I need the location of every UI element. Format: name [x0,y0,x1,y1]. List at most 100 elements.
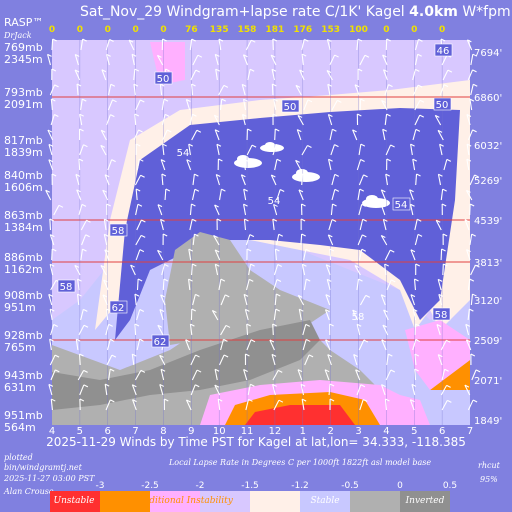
wind-barb-flag [354,84,360,88]
wind-barb-flag [470,353,476,357]
wind-barb [104,249,110,261]
wind-barb [211,310,219,321]
wind-barb [159,384,164,396]
wind-barb-flag [104,249,110,253]
wind-barb-flag [47,53,52,57]
rh-contour-labels: 46 50 50 50 54 54 54 58 58 58 58 62 62 [57,43,453,348]
wind-barb-flag [106,203,111,207]
wind-barb [76,189,82,201]
wind-barb-flag [195,354,200,358]
wind-barb-flag [297,129,302,133]
wind-barb-flag [360,159,365,162]
wind-barb-flag [278,399,284,403]
wind-barb-flag [271,353,277,357]
wind-barb-flag [218,158,223,162]
wind-barb-flag [334,54,339,58]
wind-barb [78,204,83,216]
wind-barb-flag [223,354,229,358]
wind-barb-flag [215,53,220,57]
wind-barb [47,129,54,141]
wind-barb-flag [85,234,90,238]
wind-barb-flag [130,264,135,268]
wind-barb [246,323,249,336]
wind-barb [272,384,276,396]
wind-barb-flag [132,353,137,357]
wind-barb-flag [157,324,163,328]
wind-barb [130,264,136,276]
wind-barb-flag [334,173,340,177]
wind-barb-flag [358,278,363,282]
wind-barb-flag [362,234,367,238]
wind-barb-flag [132,384,137,388]
wind-barb [131,354,135,366]
level-m-label: 765m [4,341,36,354]
wind-barb [358,144,362,156]
wind-barb-flag [466,249,471,253]
wind-barb-flag [164,398,169,402]
wind-barb-flag [327,83,333,87]
rh-label-box [109,300,128,314]
wind-barb-flag [327,38,332,42]
wind-barb [134,113,137,126]
wind-barb-flag [443,263,448,267]
wind-barb-flag [417,84,423,88]
wind-barb [301,54,304,66]
wind-barb [352,129,358,141]
wind-barb-flag [49,308,55,312]
rhcut-label: rhcut [478,461,501,470]
wind-barb [276,189,281,201]
wind-barb-flag [249,234,255,238]
wind-barb-flag [466,189,471,193]
wind-barb [157,204,163,216]
wind-barb [133,69,136,81]
wind-barb [355,369,361,381]
wind-barb-flag [53,323,58,327]
wind-barb-flag [466,158,472,162]
lapse-colorbar: -3 -2.5 -2 -1.5 -1.2 -0.5 0 0.5 Unstable Conditio… [50,481,457,512]
wind-barb [470,264,476,276]
wind-barb-flag [140,369,146,373]
wind-barb-flag [76,189,81,193]
wind-barb [75,339,79,351]
wind-barb-flag [332,128,337,132]
wind-barb-flag [141,219,146,223]
wind-barb [303,249,307,261]
wind-barb [381,339,387,351]
wind-barb-flag [241,174,246,178]
wind-barb [162,129,168,141]
wind-barb [271,83,274,96]
wind-barb-flag [469,278,475,282]
wind-barb-flag [390,279,396,283]
wind-barb [440,248,443,261]
wind-barb-flag [54,84,59,88]
wind-barb-flag [134,113,140,117]
wind-barb-flag [134,293,140,297]
wind-barb-flag [216,143,222,147]
wind-barb-flag [162,143,167,147]
cloud-icon [366,195,378,203]
wind-barb-flag [104,383,110,387]
wind-barb [190,69,197,81]
wind-barb-flag [192,263,197,267]
wind-barb-flag [327,278,332,282]
wind-barb [272,144,277,156]
wind-barb [131,54,135,66]
wind-barb [440,385,448,396]
wind-barb [410,294,416,306]
wind-barb [189,114,193,126]
wind-barb [134,370,142,381]
wind-barb-flag [275,308,281,312]
wind-barb-flag [357,113,362,117]
wind-barb-flag [159,308,165,312]
wind-barb-flag [225,324,231,328]
wind-barb-flag [386,113,391,117]
wind-barb-flag [243,368,248,372]
wind-barb-flag [194,188,200,192]
wind-barb-flag [272,38,278,42]
wind-barb [358,174,365,186]
wstar-value: 0 [77,25,83,35]
wind-barb [274,248,277,261]
wind-barb [324,309,330,321]
wind-barb [303,279,307,291]
wind-barb-flag [329,323,334,327]
